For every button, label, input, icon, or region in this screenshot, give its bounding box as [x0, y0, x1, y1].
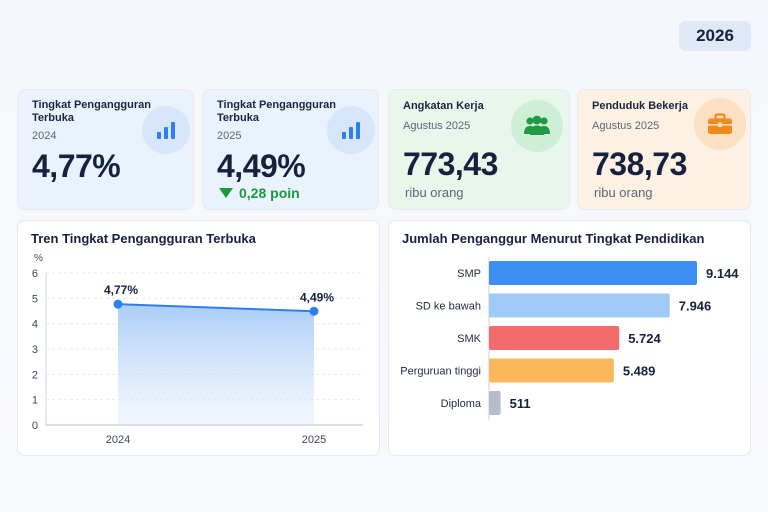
people-icon: [511, 100, 563, 152]
card-unit: ribu orang: [594, 185, 653, 200]
card-tpt-2025: Tingkat Pengangguran Terbuka 2025 4,49% …: [202, 89, 379, 210]
data-label: 4,77%: [104, 283, 138, 297]
y-tick-label: 6: [32, 268, 38, 280]
bar-chart-panel: Jumlah Penganggur Menurut Tingkat Pendid…: [388, 220, 751, 456]
bar: [489, 261, 697, 285]
card-subtitle: 2025: [217, 130, 242, 142]
category-label: SMK: [457, 333, 482, 345]
line-chart-panel: Tren Tingkat Pengangguran Terbuka % 0 1 2 3 4…: [17, 220, 380, 456]
value-label: 511: [510, 396, 531, 411]
bar-chart: SMP 9.144 SD ke bawah 7.946 SMK 5.724 Pergurua…: [400, 257, 739, 420]
y-tick-label: 1: [32, 395, 38, 407]
card-angkatan-kerja: Angkatan Kerja Agustus 2025 773,43 ribu …: [388, 89, 570, 210]
bar: [489, 326, 620, 350]
delta-indicator: 0,28 poin: [219, 185, 300, 201]
y-tick-label: 4: [32, 319, 38, 331]
card-title: Tingkat Pengangguran Terbuka: [32, 99, 151, 124]
card-subtitle: 2024: [32, 130, 57, 142]
category-label: SD ke bawah: [416, 301, 481, 313]
line-chart: % 0 1 2 3 4 5 6 4,77% 2024 4,49% 2025: [32, 253, 363, 446]
bar-chart-icon: [142, 106, 190, 154]
card-title: Angkatan Kerja: [403, 100, 484, 112]
bar: [489, 391, 501, 415]
card-subtitle: Agustus 2025: [592, 120, 660, 132]
card-value: 4,49%: [217, 148, 306, 184]
y-tick-label: 0: [32, 420, 38, 432]
category-label: SMP: [457, 268, 481, 280]
y-axis-unit-label: %: [34, 253, 43, 264]
card-title: Tingkat Pengangguran Terbuka: [217, 99, 336, 124]
card-value: 4,77%: [32, 148, 121, 184]
value-label: 7.946: [679, 299, 712, 314]
bar: [489, 358, 614, 383]
bar-chart-title: Jumlah Penganggur Menurut Tingkat Pendid…: [402, 231, 705, 246]
area-fill: [118, 304, 314, 425]
y-tick-label: 2: [32, 369, 38, 381]
y-tick-label: 3: [32, 344, 38, 356]
series-line: [117, 303, 315, 313]
value-label: 9.144: [706, 266, 739, 281]
card-unit: ribu orang: [405, 185, 464, 200]
card-subtitle: Agustus 2025: [403, 120, 471, 132]
year-badge[interactable]: 2026: [679, 21, 751, 51]
line-chart-title: Tren Tingkat Pengangguran Terbuka: [31, 231, 256, 246]
card-value: 738,73: [592, 146, 687, 182]
card-value: 773,43: [403, 146, 498, 182]
down-triangle-icon: [219, 188, 233, 198]
data-point: [113, 299, 123, 309]
data-label: 4,49%: [300, 290, 334, 304]
category-label: Diploma: [441, 398, 482, 410]
delta-value: 0,28 poin: [239, 185, 300, 201]
briefcase-icon: [694, 98, 746, 150]
x-tick-label: 2024: [106, 434, 130, 446]
data-point: [309, 306, 319, 316]
value-label: 5.489: [623, 364, 656, 379]
bar: [489, 293, 670, 318]
card-title: Penduduk Bekerja: [592, 100, 688, 112]
bar-chart-icon: [327, 106, 375, 154]
category-label: Perguruan tinggi: [400, 366, 481, 378]
card-tpt-2024: Tingkat Pengangguran Terbuka 2024 4,77%: [17, 89, 194, 210]
card-penduduk-bekerja: Penduduk Bekerja Agustus 2025 738,73 rib…: [577, 89, 751, 210]
y-tick-label: 5: [32, 293, 38, 305]
x-tick-label: 2025: [302, 434, 326, 446]
value-label: 5.724: [628, 331, 661, 346]
